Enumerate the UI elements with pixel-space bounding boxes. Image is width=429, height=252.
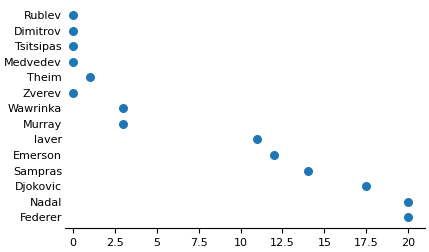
Point (69, 44, 76, 48)
Point (254, 137, 261, 141)
Point (405, 200, 411, 204)
Point (69, 28, 76, 33)
Point (69, 60, 76, 64)
Point (86, 75, 93, 79)
Point (120, 122, 127, 126)
Point (363, 184, 370, 188)
Point (69, 91, 76, 95)
Point (304, 169, 311, 173)
Point (405, 215, 411, 219)
Point (271, 153, 278, 157)
Point (69, 13, 76, 17)
Point (120, 106, 127, 110)
